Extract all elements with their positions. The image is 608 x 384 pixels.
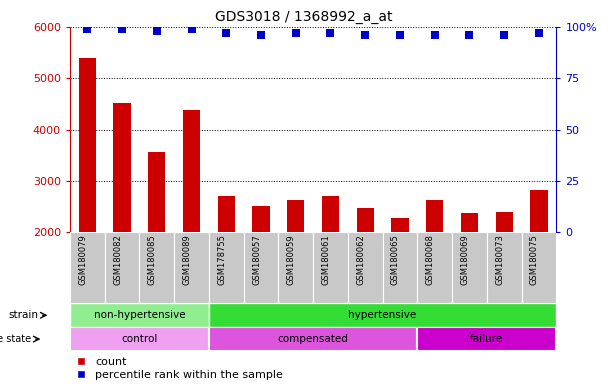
- Bar: [139, 232, 174, 303]
- Point: [152, 28, 162, 34]
- Bar: [522, 232, 556, 303]
- Point: [291, 30, 300, 36]
- Text: GSM178755: GSM178755: [217, 235, 226, 285]
- Point: [117, 26, 127, 32]
- Bar: [322, 196, 339, 232]
- Text: non-hypertensive: non-hypertensive: [94, 310, 185, 320]
- Text: GSM180075: GSM180075: [530, 235, 539, 285]
- Point: [430, 32, 440, 38]
- Text: GSM180062: GSM180062: [356, 235, 365, 285]
- Bar: [174, 232, 209, 303]
- Point: [534, 30, 544, 36]
- Text: strain: strain: [9, 310, 38, 320]
- Bar: [313, 232, 348, 303]
- Bar: [218, 196, 235, 232]
- Bar: [417, 327, 556, 351]
- Bar: [113, 103, 131, 232]
- Bar: [348, 232, 382, 303]
- Point: [221, 30, 231, 36]
- Bar: [356, 208, 374, 232]
- Bar: [148, 152, 165, 232]
- Bar: [70, 303, 209, 327]
- Text: compensated: compensated: [278, 334, 348, 344]
- Text: GSM180073: GSM180073: [495, 235, 504, 285]
- Text: GSM180061: GSM180061: [322, 235, 331, 285]
- Text: GSM180057: GSM180057: [252, 235, 261, 285]
- Bar: [417, 232, 452, 303]
- Text: GSM180068: GSM180068: [426, 235, 435, 285]
- Point: [395, 32, 405, 38]
- Point: [256, 32, 266, 38]
- Point: [187, 26, 196, 32]
- Bar: [252, 206, 270, 232]
- Bar: [461, 213, 478, 232]
- Bar: [452, 232, 487, 303]
- Bar: [70, 232, 105, 303]
- Text: GDS3018 / 1368992_a_at: GDS3018 / 1368992_a_at: [215, 10, 393, 23]
- Text: GSM180059: GSM180059: [287, 235, 295, 285]
- Bar: [183, 110, 200, 232]
- Point: [361, 32, 370, 38]
- Point: [326, 30, 336, 36]
- Text: control: control: [121, 334, 157, 344]
- Text: GSM180069: GSM180069: [460, 235, 469, 285]
- Bar: [287, 200, 305, 232]
- Bar: [209, 303, 556, 327]
- Point: [83, 26, 92, 32]
- Bar: [70, 327, 209, 351]
- Bar: [209, 327, 417, 351]
- Text: GSM180085: GSM180085: [148, 235, 157, 285]
- Bar: [278, 232, 313, 303]
- Point: [465, 32, 474, 38]
- Bar: [496, 212, 513, 232]
- Point: [499, 32, 509, 38]
- Bar: [426, 200, 443, 232]
- Bar: [105, 232, 139, 303]
- Text: hypertensive: hypertensive: [348, 310, 416, 320]
- Text: failure: failure: [470, 334, 503, 344]
- Bar: [392, 218, 409, 232]
- Text: GSM180089: GSM180089: [182, 235, 192, 285]
- Text: GSM180065: GSM180065: [391, 235, 400, 285]
- Legend: count, percentile rank within the sample: count, percentile rank within the sample: [75, 356, 283, 380]
- Text: GSM180079: GSM180079: [78, 235, 88, 285]
- Bar: [487, 232, 522, 303]
- Bar: [78, 58, 96, 232]
- Text: disease state: disease state: [0, 334, 32, 344]
- Text: GSM180082: GSM180082: [113, 235, 122, 285]
- Bar: [382, 232, 417, 303]
- Bar: [244, 232, 278, 303]
- Bar: [530, 190, 548, 232]
- Bar: [209, 232, 244, 303]
